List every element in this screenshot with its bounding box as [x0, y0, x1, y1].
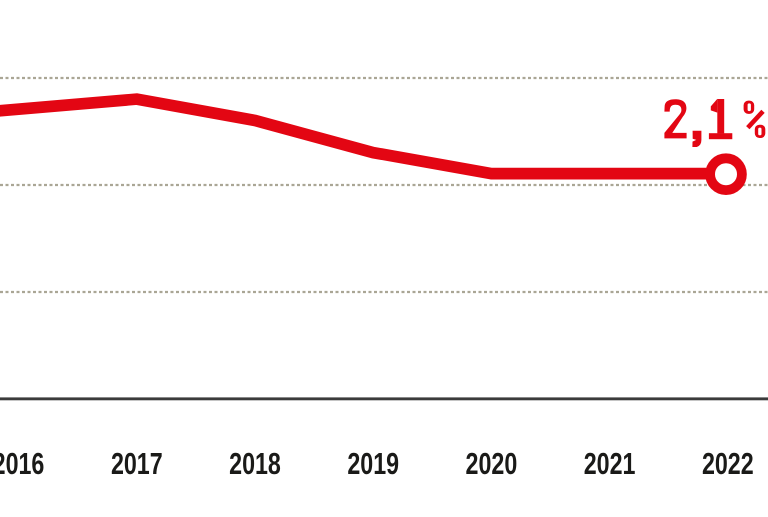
svg-text:2017: 2017 — [111, 447, 163, 481]
svg-text:2018: 2018 — [229, 447, 281, 481]
svg-text:2016: 2016 — [0, 447, 44, 481]
svg-text:2020: 2020 — [466, 447, 518, 481]
svg-text:2019: 2019 — [347, 447, 399, 481]
svg-text:2022: 2022 — [702, 447, 754, 481]
svg-text:2021: 2021 — [584, 447, 636, 481]
